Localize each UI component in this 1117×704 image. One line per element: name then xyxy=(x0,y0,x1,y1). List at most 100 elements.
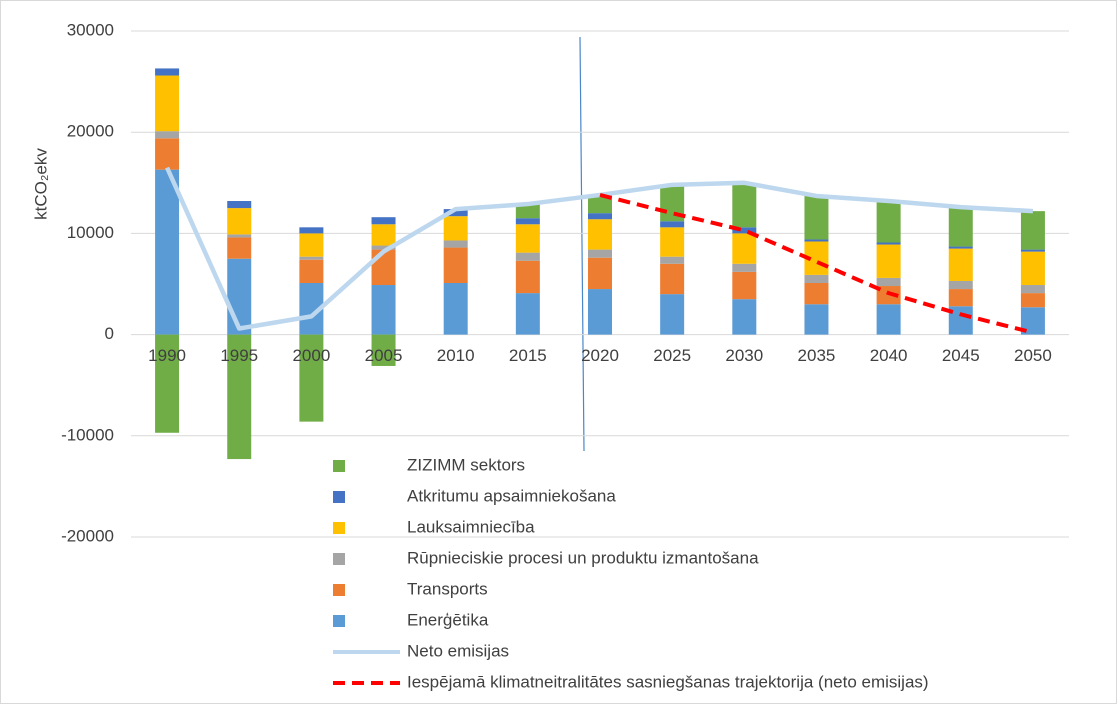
x-tick-label: 2035 xyxy=(798,346,836,365)
legend-label: Lauksaimniecība xyxy=(407,517,535,536)
bar-segment xyxy=(227,237,252,259)
bar-segment xyxy=(876,277,901,287)
legend-swatch xyxy=(333,615,345,627)
legend-label: Transports xyxy=(407,579,488,598)
y-axis-label: ktCO₂ekv xyxy=(31,148,50,220)
bar-segment xyxy=(660,263,685,295)
bar-segment xyxy=(299,233,324,257)
bar-segment xyxy=(371,285,396,335)
bar-segment xyxy=(1020,251,1045,286)
y-tick-label: -10000 xyxy=(61,425,114,444)
legend-label: Enerģētika xyxy=(407,610,489,629)
bar-segment xyxy=(732,299,757,335)
bar-segment xyxy=(227,334,252,460)
legend-label: Atkritumu apsaimniekošana xyxy=(407,486,616,505)
bar-segment xyxy=(155,75,180,132)
bar-segment xyxy=(227,208,252,235)
bar-segment xyxy=(299,259,324,283)
bar-segment xyxy=(876,201,901,243)
bar-segment xyxy=(948,246,973,249)
bar-segment xyxy=(732,263,757,272)
bar-segment xyxy=(299,334,324,422)
bar-segment xyxy=(804,274,829,283)
bar-segment xyxy=(299,256,324,260)
bar-segment xyxy=(155,131,180,139)
bar-segment xyxy=(948,280,973,290)
bar-segment xyxy=(515,218,540,225)
bar-segment xyxy=(588,249,612,258)
bar-segment xyxy=(948,207,973,247)
bar-segment xyxy=(155,138,180,170)
bar-segment xyxy=(876,242,901,245)
divider-line xyxy=(579,36,585,452)
bar-segment xyxy=(227,258,252,335)
legend-label: Iespējamā klimatneitralitātes sasniegšan… xyxy=(407,672,929,691)
bar-segment xyxy=(227,234,252,238)
bar-segment xyxy=(371,217,396,225)
bar-segment xyxy=(660,294,685,335)
bar-segment xyxy=(443,209,468,217)
bar-segment xyxy=(443,216,468,241)
bar-segment xyxy=(660,221,685,228)
legend-swatch xyxy=(333,491,345,503)
bar-segment xyxy=(660,227,685,257)
bar-segment xyxy=(804,195,829,240)
bar-segment xyxy=(1020,293,1045,308)
legend-swatch xyxy=(333,553,345,565)
legend-swatch xyxy=(333,460,345,472)
x-tick-label: 2040 xyxy=(870,346,908,365)
x-tick-label: 1990 xyxy=(148,346,186,365)
bar-segment xyxy=(948,248,973,281)
y-tick-label: 10000 xyxy=(67,223,114,242)
legend-swatch xyxy=(333,584,345,596)
bar-segment xyxy=(732,227,757,234)
bar-segment xyxy=(588,219,612,250)
bar-segment xyxy=(371,249,396,286)
legend-label: ZIZIMM sektors xyxy=(407,455,525,474)
bar-segment xyxy=(515,224,540,253)
bar-segment xyxy=(1020,285,1045,294)
y-tick-label: -20000 xyxy=(61,526,114,545)
bar-segment xyxy=(876,304,901,335)
line-series xyxy=(599,193,1034,335)
bar-segment xyxy=(588,257,612,290)
bar-segment xyxy=(588,289,612,335)
bar-segment xyxy=(588,213,612,220)
legend-label: Rūpnieciskie procesi un produktu izmanto… xyxy=(407,548,759,567)
bar-segment xyxy=(155,334,180,433)
bar-segment xyxy=(732,233,757,264)
bar-segment xyxy=(1020,211,1045,250)
bar-segment xyxy=(515,260,540,294)
legend-label: Neto emisijas xyxy=(407,641,509,660)
bar-segment xyxy=(948,289,973,307)
bar-segment xyxy=(804,282,829,305)
x-tick-label: 2050 xyxy=(1014,346,1052,365)
x-tick-label: 2020 xyxy=(581,346,619,365)
bar-segment xyxy=(1020,249,1045,252)
x-tick-label: 2025 xyxy=(653,346,691,365)
x-tick-label: 2030 xyxy=(725,346,763,365)
bar-segment xyxy=(660,256,685,264)
x-tick-label: 2010 xyxy=(437,346,475,365)
legend-swatch xyxy=(333,522,345,534)
bar-segment xyxy=(227,201,252,209)
bar-segment xyxy=(876,244,901,278)
bar-segment xyxy=(804,239,829,242)
y-tick-label: 20000 xyxy=(67,122,114,141)
y-tick-label: 30000 xyxy=(67,20,114,39)
bar-segment xyxy=(371,334,396,366)
bar-segment xyxy=(732,182,757,228)
bar-segment xyxy=(732,271,757,300)
x-tick-label: 2005 xyxy=(365,346,403,365)
bar-segment xyxy=(443,240,468,248)
bar-segment xyxy=(588,194,612,214)
x-tick-label: 2000 xyxy=(292,346,330,365)
x-tick-label: 1995 xyxy=(220,346,258,365)
x-tick-label: 2045 xyxy=(942,346,980,365)
x-tick-label: 2015 xyxy=(509,346,547,365)
bar-segment xyxy=(515,252,540,261)
bar-segment xyxy=(371,224,396,246)
bar-segment xyxy=(155,68,180,76)
